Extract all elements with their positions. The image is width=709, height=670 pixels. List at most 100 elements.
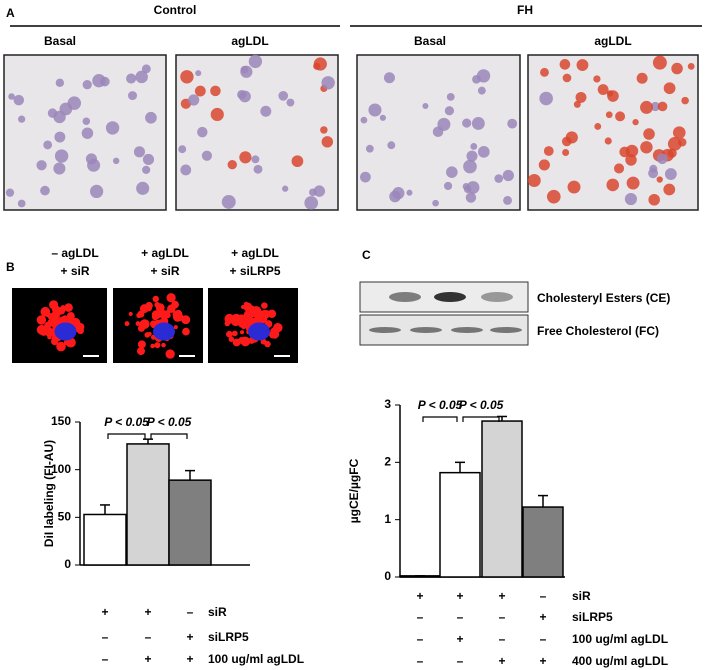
condition-sign: + [186, 630, 193, 644]
cell [18, 115, 26, 123]
cell [472, 74, 481, 84]
cell [43, 140, 53, 150]
panel-label: C [362, 248, 371, 262]
image-label: – agLDL [51, 246, 98, 260]
cell [145, 111, 157, 124]
cell [664, 168, 677, 180]
cell [136, 181, 150, 195]
condition-sign: – [102, 652, 109, 666]
stain [228, 336, 235, 343]
cell [443, 181, 453, 191]
cell [648, 168, 659, 179]
cell [471, 117, 485, 130]
stain [43, 326, 52, 334]
bar [439, 471, 481, 578]
cell [36, 160, 47, 171]
cell [470, 143, 478, 150]
y-tick-label: 0 [64, 557, 71, 571]
condition-name: siR [572, 589, 591, 603]
cell [221, 194, 236, 209]
stain [173, 312, 182, 322]
cell [462, 118, 472, 128]
cell [652, 55, 667, 70]
cell [636, 72, 648, 84]
image-label: + siR [150, 264, 179, 278]
stain [173, 325, 178, 330]
cell [494, 174, 504, 183]
cell [304, 196, 319, 210]
cell [313, 185, 326, 197]
condition-sign: – [417, 654, 424, 668]
cell [543, 146, 554, 156]
cell [260, 105, 272, 117]
band [490, 327, 522, 333]
cell [142, 153, 155, 166]
cell [286, 98, 295, 107]
cell [446, 166, 458, 178]
condition-sign: + [186, 652, 193, 666]
condition-sign: + [144, 652, 151, 666]
cell [477, 86, 486, 95]
cell [624, 192, 637, 206]
condition-name: 400 ug/ml agLDL [572, 654, 668, 668]
cell [444, 106, 455, 116]
cell [55, 78, 65, 88]
y-tick-label: 1 [384, 512, 391, 526]
stain [151, 310, 161, 320]
cell [540, 67, 549, 77]
cell [650, 101, 660, 112]
cell [597, 84, 609, 95]
stain [124, 321, 130, 327]
stain [226, 330, 233, 338]
cell [626, 176, 640, 190]
bar [126, 443, 170, 566]
nucleus [153, 322, 175, 341]
stain [45, 312, 51, 318]
cell [321, 136, 334, 148]
image-label: + agLDL [141, 246, 189, 260]
stain [63, 339, 70, 346]
cell [656, 176, 663, 183]
band [410, 327, 442, 333]
condition-sign: – [457, 610, 464, 624]
panel-label: B [6, 260, 15, 274]
cell [594, 123, 602, 130]
cell [538, 159, 550, 171]
stain [66, 312, 75, 321]
cell [67, 96, 82, 110]
band [369, 327, 401, 333]
cell [227, 160, 237, 170]
cell [89, 184, 104, 199]
cell [282, 185, 289, 192]
stain [182, 327, 190, 336]
cell [383, 72, 395, 84]
stain [261, 302, 268, 309]
cell [546, 189, 561, 204]
cell [562, 149, 570, 157]
condition-sign: – [187, 605, 194, 619]
cell [663, 82, 676, 95]
band [481, 292, 513, 302]
cell [559, 59, 571, 70]
cell [210, 85, 221, 97]
image-label: agLDL [594, 34, 631, 48]
stain [137, 310, 145, 318]
y-axis-label: DiI labeling (FI-AU) [42, 440, 56, 547]
cell [180, 164, 192, 176]
stain [152, 295, 159, 303]
cell [128, 91, 138, 101]
condition-sign: + [416, 589, 423, 603]
cell [527, 174, 541, 187]
condition-sign: – [540, 632, 547, 646]
stain [150, 343, 155, 349]
stain [268, 330, 277, 339]
cell [422, 102, 429, 109]
stain [137, 340, 146, 349]
cell [82, 117, 91, 126]
cell [54, 131, 66, 143]
cell [53, 110, 66, 124]
p-value: P < 0.05 [147, 415, 192, 429]
y-axis-label: µgCE/µgFC [347, 458, 361, 523]
stain [76, 322, 85, 331]
cell [87, 158, 101, 172]
